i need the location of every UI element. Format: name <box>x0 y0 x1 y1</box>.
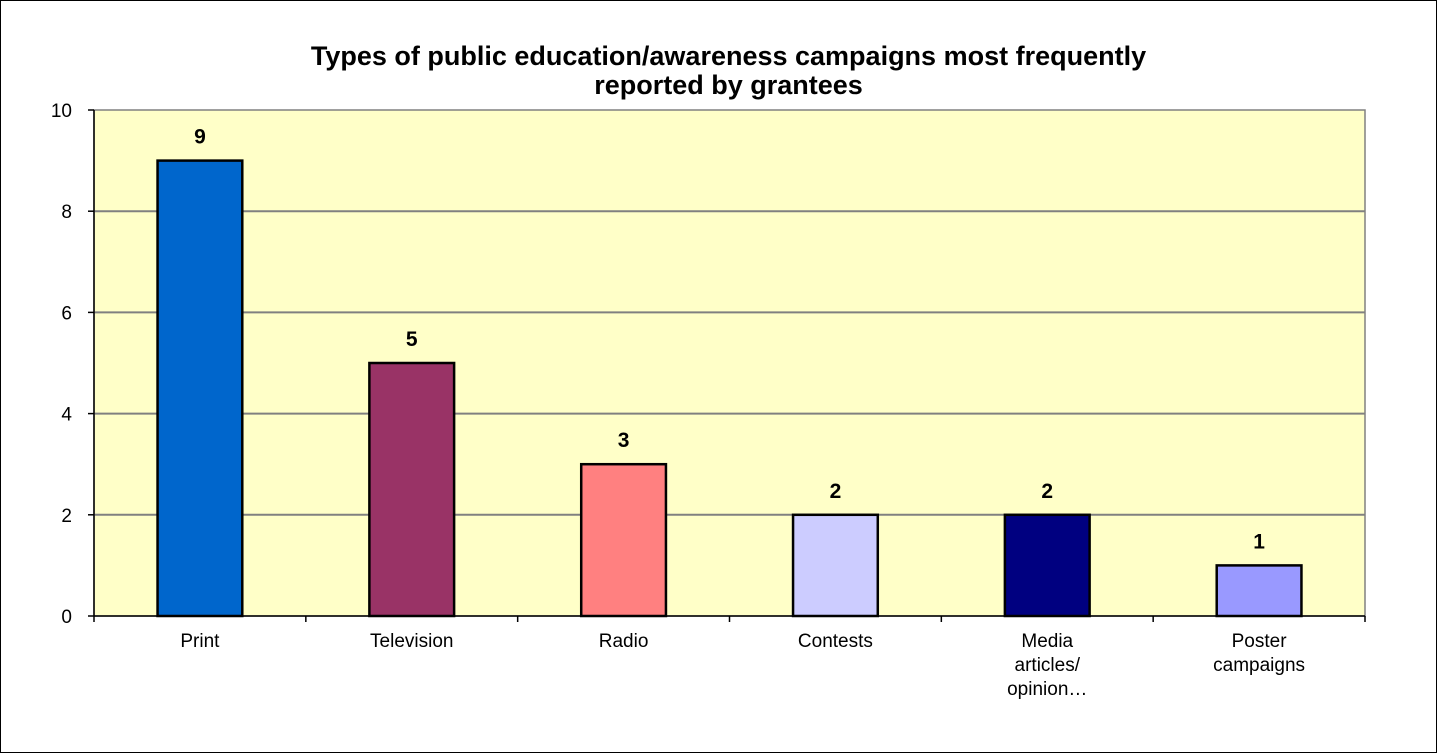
chart-title-line-2: reported by grantees <box>594 70 863 100</box>
data-label-0: 9 <box>194 126 206 149</box>
x-axis: Print Television Radio Contests Media article… <box>93 615 1366 700</box>
bar-0 <box>156 159 244 618</box>
chart-title-line-1: Types of public education/awareness camp… <box>310 41 1147 71</box>
x-tick-label-4-2: opinion… <box>1007 679 1087 700</box>
x-tick-label-0-0: Print <box>180 631 220 652</box>
plot-area <box>93 109 1366 617</box>
y-tick-label-0: 0 <box>61 607 72 628</box>
x-tick-label-1-0: Television <box>370 631 453 652</box>
y-tick-label-8: 8 <box>61 202 72 223</box>
gridlines <box>94 210 1365 516</box>
x-tick-label-2-0: Radio <box>599 631 649 652</box>
x-tick-label-5-0: Poster <box>1232 631 1288 652</box>
data-label-1: 5 <box>406 328 418 351</box>
data-label-5: 1 <box>1253 530 1265 553</box>
bar-1 <box>368 361 456 618</box>
data-label-2: 3 <box>618 429 630 452</box>
x-tick-label-4-1: articles/ <box>1015 655 1081 676</box>
chart-title: Types of public education/awareness camp… <box>0 42 1437 100</box>
bar-2 <box>579 462 668 618</box>
data-label-4: 2 <box>1041 480 1053 503</box>
x-tick-label-3-0: Contests <box>798 631 873 652</box>
y-tick-label-10: 10 <box>51 101 72 122</box>
x-tick-label-4-0: Media <box>1021 631 1073 652</box>
y-tick-label-6: 6 <box>61 303 72 324</box>
bar-3 <box>791 513 880 618</box>
data-label-3: 2 <box>830 480 842 503</box>
bar-4 <box>1003 513 1091 618</box>
y-axis: 0 2 4 6 8 10 <box>51 101 95 628</box>
y-tick-label-4: 4 <box>61 405 72 426</box>
x-tick-label-5-1: campaigns <box>1213 655 1305 676</box>
data-labels: 9 5 3 2 2 1 <box>194 126 1265 554</box>
bar-5 <box>1215 564 1303 618</box>
y-tick-label-2: 2 <box>61 506 72 527</box>
